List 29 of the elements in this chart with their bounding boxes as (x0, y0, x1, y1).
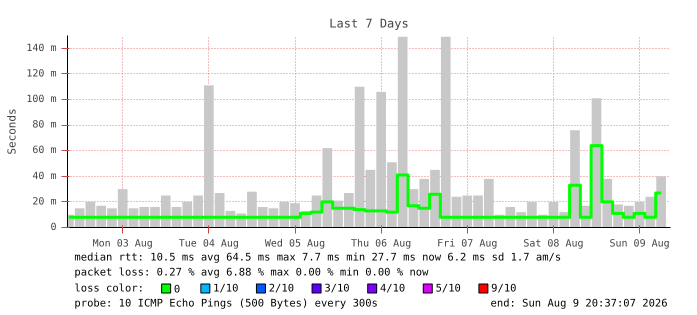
legend-label: 0 (174, 284, 180, 296)
y-tick-label: 120 m (26, 68, 57, 80)
y-tick-label: 0 (50, 222, 57, 233)
x-tick-label: Tue 04 Aug (178, 238, 239, 250)
text: end: Sun Aug 9 20:37:07 2026 (490, 298, 668, 310)
y-tick-label: 80 m (32, 120, 57, 131)
x-tick-label: Thu 06 Aug (351, 238, 412, 250)
chart-title: Last 7 Days (329, 16, 409, 30)
y-tick-label: 60 m (32, 145, 57, 156)
y-tick-label: 40 m (32, 170, 57, 182)
y-tick-label: 100 m (26, 94, 57, 105)
x-tick-label: Sat 08 Aug (523, 238, 584, 250)
x-tick-label: Sun 09 Aug (609, 238, 670, 250)
legend-label: 1/10 (213, 282, 238, 294)
x-tick-label: Wed 05 Aug (264, 238, 326, 250)
legend-label: 2/10 (268, 282, 294, 294)
legend-label: 5/10 (436, 282, 461, 294)
y-axis-title: Seconds (5, 108, 18, 155)
y-tick-label: 20 m (32, 196, 57, 208)
legend-label: 3/10 (324, 282, 350, 294)
legend-label: 9/10 (491, 282, 516, 294)
legend-label: 4/10 (380, 282, 406, 294)
x-tick-label: Fri 07 Aug (437, 238, 498, 250)
y-tick-label: 140 m (26, 42, 57, 54)
text: median rtt: 10.5 ms avg 64.5 ms max 7.7 ms min 27.7 ms now 6.2 ms sd 1.7 am/s (74, 252, 562, 264)
x-tick-label: Mon 03 Aug (92, 238, 153, 250)
legend-title: loss color: (74, 282, 144, 294)
text: probe: 10 ICMP Echo Pings (500 Bytes) every 300s (74, 298, 378, 310)
text: packet loss: 0.27 % avg 6.88 % max 0.00 % min 0.00 % now (74, 266, 430, 278)
